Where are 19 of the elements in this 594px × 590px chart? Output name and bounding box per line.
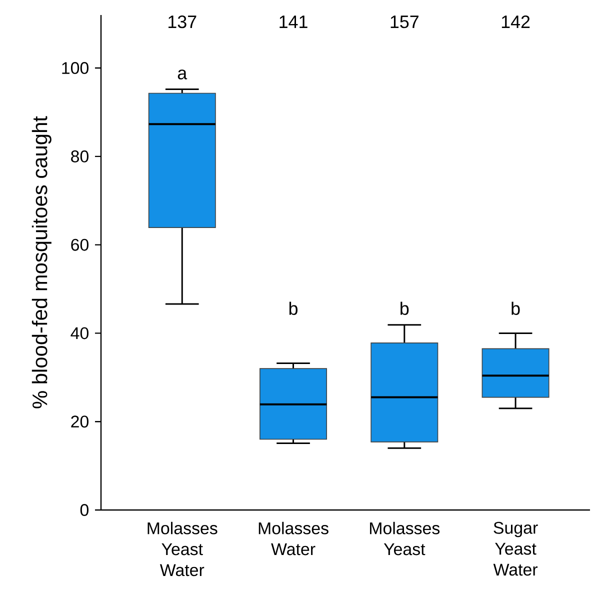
annotation: b xyxy=(512,302,520,315)
annotation: b xyxy=(289,302,298,315)
y-axis-title: % blood-fed mosquitoes caught xyxy=(32,116,52,408)
y-tick-label: 80 xyxy=(71,150,88,162)
y-tick-label: 20 xyxy=(71,416,88,428)
x-tick-label: Sugar Yeast Water xyxy=(493,522,538,576)
annotation: 137 xyxy=(168,15,196,28)
y-tick-label: 40 xyxy=(70,327,88,340)
y-tick-label: 60 xyxy=(71,238,88,251)
y-tick-label: 0 xyxy=(80,504,88,516)
y-tick-label: 100 xyxy=(62,62,88,74)
annotation: 142 xyxy=(502,15,530,28)
annotation: 157 xyxy=(390,16,418,28)
x-tick-label: Molasses Yeast Water xyxy=(148,522,218,576)
x-tick-label: Molasses Water xyxy=(258,522,328,556)
annotation: b xyxy=(400,302,409,315)
annotation: a xyxy=(178,70,188,80)
x-tick-label: Molasses Yeast xyxy=(370,522,440,556)
annotation: 141 xyxy=(280,16,308,28)
